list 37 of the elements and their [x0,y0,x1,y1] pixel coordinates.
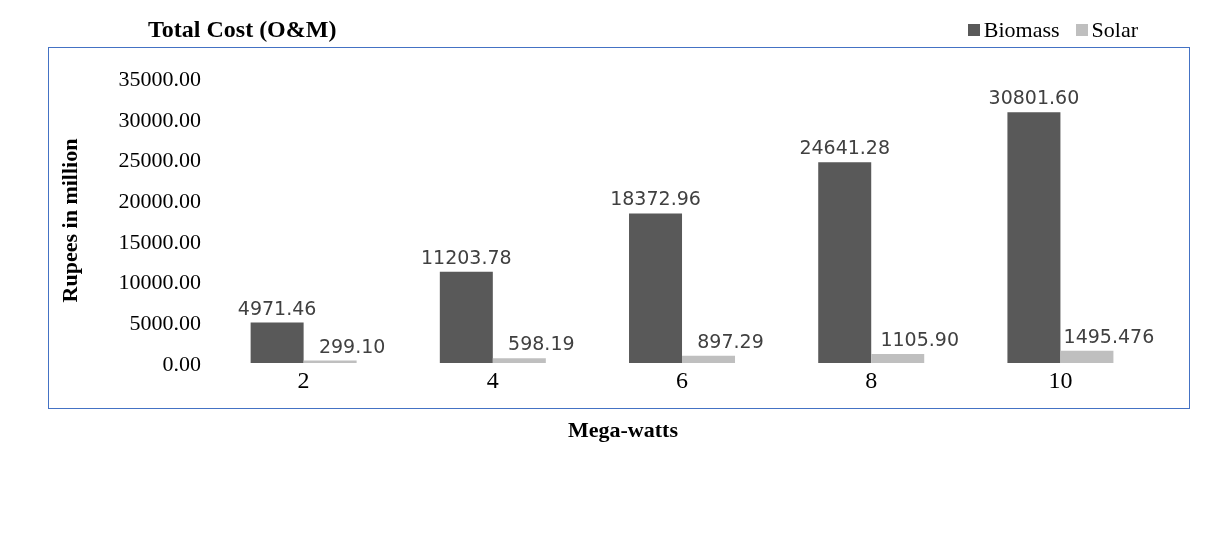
x-tick-label: 8 [865,367,878,394]
bar [439,271,493,363]
bar [818,162,872,363]
bar [250,322,304,363]
data-label: 4971.46 [237,296,317,319]
y-tick-label: 25000.00 [118,147,201,173]
data-label: 598.19 [508,332,575,355]
data-label: 24641.28 [799,136,891,159]
bar [871,353,925,363]
bar [629,213,683,363]
data-label: 30801.60 [988,86,1080,109]
y-axis-title: Rupees in million [56,138,82,303]
bar [1060,350,1114,363]
chart-title: Total Cost (O&M) [148,16,337,43]
bar [682,355,736,363]
x-tick-label: 6 [676,367,688,394]
bar [492,358,546,363]
data-label: 11203.78 [420,245,512,268]
x-axis-title: Mega-watts [567,417,679,443]
x-tick-label: 10 [1048,367,1073,394]
legend-label: Biomass [982,16,1060,43]
data-label: 1105.90 [880,327,960,350]
y-tick-label: 35000.00 [118,65,201,91]
y-tick-label: 15000.00 [118,228,201,254]
data-label: 18372.96 [610,187,701,210]
bar [1007,112,1061,363]
y-tick-label: 30000.00 [118,106,201,132]
x-tick-label: 2 [297,367,310,394]
y-tick-label: 20000.00 [118,187,201,213]
data-label: 299.10 [318,334,386,357]
x-tick-label: 4 [486,367,499,394]
y-tick-label: 10000.00 [118,269,201,295]
data-label: 1495.476 [1063,324,1155,347]
y-tick-label: 0.00 [162,350,201,376]
y-tick-label: 5000.00 [129,310,201,336]
data-label: 897.29 [697,329,764,352]
legend-label: Solar [1090,16,1138,43]
